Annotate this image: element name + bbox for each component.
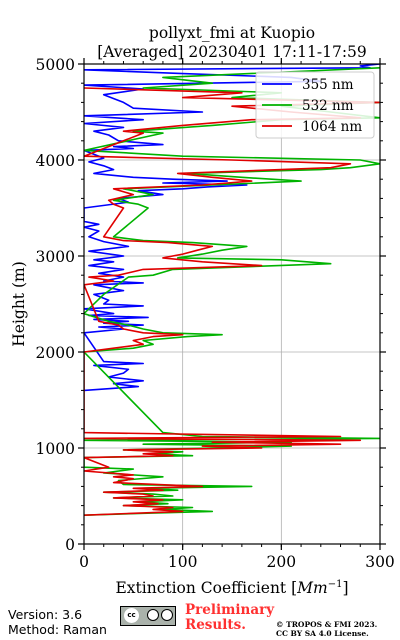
y-tick-label: 2000 (36, 344, 75, 362)
legend-label-355: 355 nm (302, 77, 354, 93)
sa-icon (161, 609, 173, 621)
plot-frame (83, 63, 381, 545)
series-layer (84, 64, 380, 516)
preliminary-line1: Preliminary (185, 602, 275, 618)
y-tick-label: 3000 (36, 248, 75, 266)
x-tick-label: 300 (365, 553, 395, 571)
by-icon (147, 609, 159, 621)
legend: 355 nm 532 nm 1064 nm (255, 71, 375, 139)
legend-label-1064: 1064 nm (302, 119, 362, 135)
y-tick-label: 0 (65, 536, 75, 554)
preliminary-results-note: Preliminary Results. (185, 603, 274, 633)
series-line-355-nm (84, 64, 380, 392)
y-tick-label: 5000 (36, 56, 75, 74)
cc-logo-icon: cc (124, 608, 139, 623)
series-line-532-nm (84, 67, 380, 516)
x-axis-label: Extinction Coefficient [Mm−1] (115, 579, 348, 597)
version-text: Version: 3.6 (8, 607, 83, 622)
x-tick-label: 100 (168, 553, 198, 571)
series-line-1064-nm (84, 87, 380, 516)
legend-box (255, 71, 375, 139)
method-text: Method: Raman (8, 622, 107, 637)
copyright-line2: CC BY SA 4.0 License. (276, 629, 369, 638)
x-tick-label: 200 (267, 553, 297, 571)
copyright-note: © TROPOS & FMI 2023. CC BY SA 4.0 Licens… (276, 620, 377, 638)
cc-license-badge: cc (120, 606, 176, 626)
chart-title-line2: [Averaged] 20230401 17:11-17:59 (97, 43, 367, 61)
copyright-line1: © TROPOS & FMI 2023. (276, 620, 378, 629)
legend-label-532: 532 nm (302, 98, 354, 114)
y-axis-label: Height (m) (10, 261, 28, 347)
chart-title-line1: pollyxt_fmi at Kuopio (149, 24, 315, 42)
x-tick-label: 0 (79, 553, 89, 571)
y-tick-label: 4000 (36, 152, 75, 170)
preliminary-line2: Results. (185, 617, 246, 633)
y-tick-label: 1000 (36, 440, 75, 458)
